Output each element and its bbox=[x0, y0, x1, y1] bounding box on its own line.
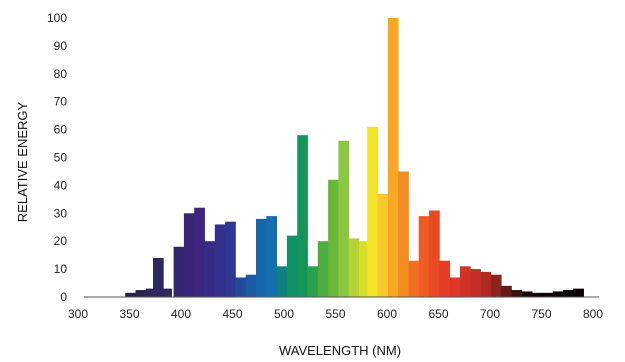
x-tick-700: 700 bbox=[480, 307, 500, 321]
x-tick-750: 750 bbox=[531, 307, 551, 321]
x-tick-800: 800 bbox=[583, 307, 603, 321]
bar-402 bbox=[183, 213, 195, 297]
y-tick-80: 80 bbox=[54, 67, 68, 81]
bar-462 bbox=[245, 274, 257, 297]
bar-690 bbox=[480, 271, 492, 297]
y-tick-60: 60 bbox=[54, 123, 68, 137]
x-axis-label: WAVELENGTH (NM) bbox=[279, 343, 401, 358]
bar-472 bbox=[256, 218, 267, 297]
bar-650 bbox=[439, 260, 451, 297]
x-tick-labels: 300 350 400 450 500 550 600 650 700 750 800 bbox=[68, 307, 603, 321]
y-tick-90: 90 bbox=[54, 39, 68, 53]
bar-365 bbox=[145, 288, 157, 297]
y-tick-70: 70 bbox=[54, 95, 68, 109]
y-tick-0: 0 bbox=[60, 290, 67, 304]
bar-532 bbox=[317, 241, 329, 297]
bar-422 bbox=[204, 241, 216, 297]
y-tick-50: 50 bbox=[54, 151, 68, 165]
bar-770 bbox=[562, 290, 574, 297]
bar-522 bbox=[307, 266, 319, 297]
bar-562 bbox=[348, 238, 360, 297]
bar-355 bbox=[135, 290, 147, 297]
bar-610 bbox=[398, 171, 409, 297]
y-tick-40: 40 bbox=[54, 178, 68, 192]
x-tick-450: 450 bbox=[222, 307, 242, 321]
bar-512 bbox=[297, 135, 308, 297]
bar-542 bbox=[328, 179, 339, 297]
bar-442 bbox=[225, 221, 236, 297]
bar-580 bbox=[367, 126, 378, 297]
bar-620 bbox=[408, 260, 420, 297]
bar-432 bbox=[214, 224, 226, 297]
y-tick-20: 20 bbox=[54, 234, 68, 248]
bar-740 bbox=[532, 292, 543, 297]
bar-780 bbox=[573, 288, 584, 297]
y-tick-10: 10 bbox=[54, 262, 68, 276]
y-axis-label: RELATIVE ENERGY bbox=[15, 101, 30, 222]
bar-750 bbox=[542, 292, 554, 297]
x-tick-400: 400 bbox=[171, 307, 191, 321]
bar-492 bbox=[276, 266, 288, 297]
bar-680 bbox=[470, 269, 481, 297]
bar-600 bbox=[387, 18, 399, 297]
bar-630 bbox=[418, 216, 430, 297]
bar-572 bbox=[359, 241, 370, 297]
y-tick-labels: 0 10 20 30 40 50 60 70 80 90 100 bbox=[47, 11, 67, 304]
bar-452 bbox=[235, 277, 247, 297]
bar-392 bbox=[173, 246, 185, 297]
y-tick-30: 30 bbox=[54, 206, 68, 220]
bar-502 bbox=[286, 235, 298, 297]
bar-700 bbox=[490, 274, 502, 297]
bar-720 bbox=[511, 290, 523, 297]
bar-380 bbox=[161, 288, 172, 297]
bar-412 bbox=[194, 207, 205, 297]
bar-372 bbox=[153, 257, 164, 297]
bar-series bbox=[125, 18, 584, 297]
x-tick-300: 300 bbox=[68, 307, 88, 321]
bar-345 bbox=[125, 292, 136, 297]
bar-590 bbox=[377, 193, 389, 297]
bar-670 bbox=[459, 266, 471, 297]
x-tick-350: 350 bbox=[119, 307, 139, 321]
x-tick-600: 600 bbox=[377, 307, 397, 321]
x-tick-500: 500 bbox=[274, 307, 294, 321]
bar-660 bbox=[449, 277, 461, 297]
bar-760 bbox=[552, 291, 564, 297]
bar-710 bbox=[501, 285, 512, 297]
x-tick-650: 650 bbox=[428, 307, 448, 321]
bar-552 bbox=[338, 140, 350, 297]
bar-640 bbox=[429, 210, 440, 297]
y-tick-100: 100 bbox=[47, 11, 67, 25]
x-tick-550: 550 bbox=[325, 307, 345, 321]
bar-730 bbox=[521, 291, 533, 297]
bar-482 bbox=[266, 216, 278, 297]
